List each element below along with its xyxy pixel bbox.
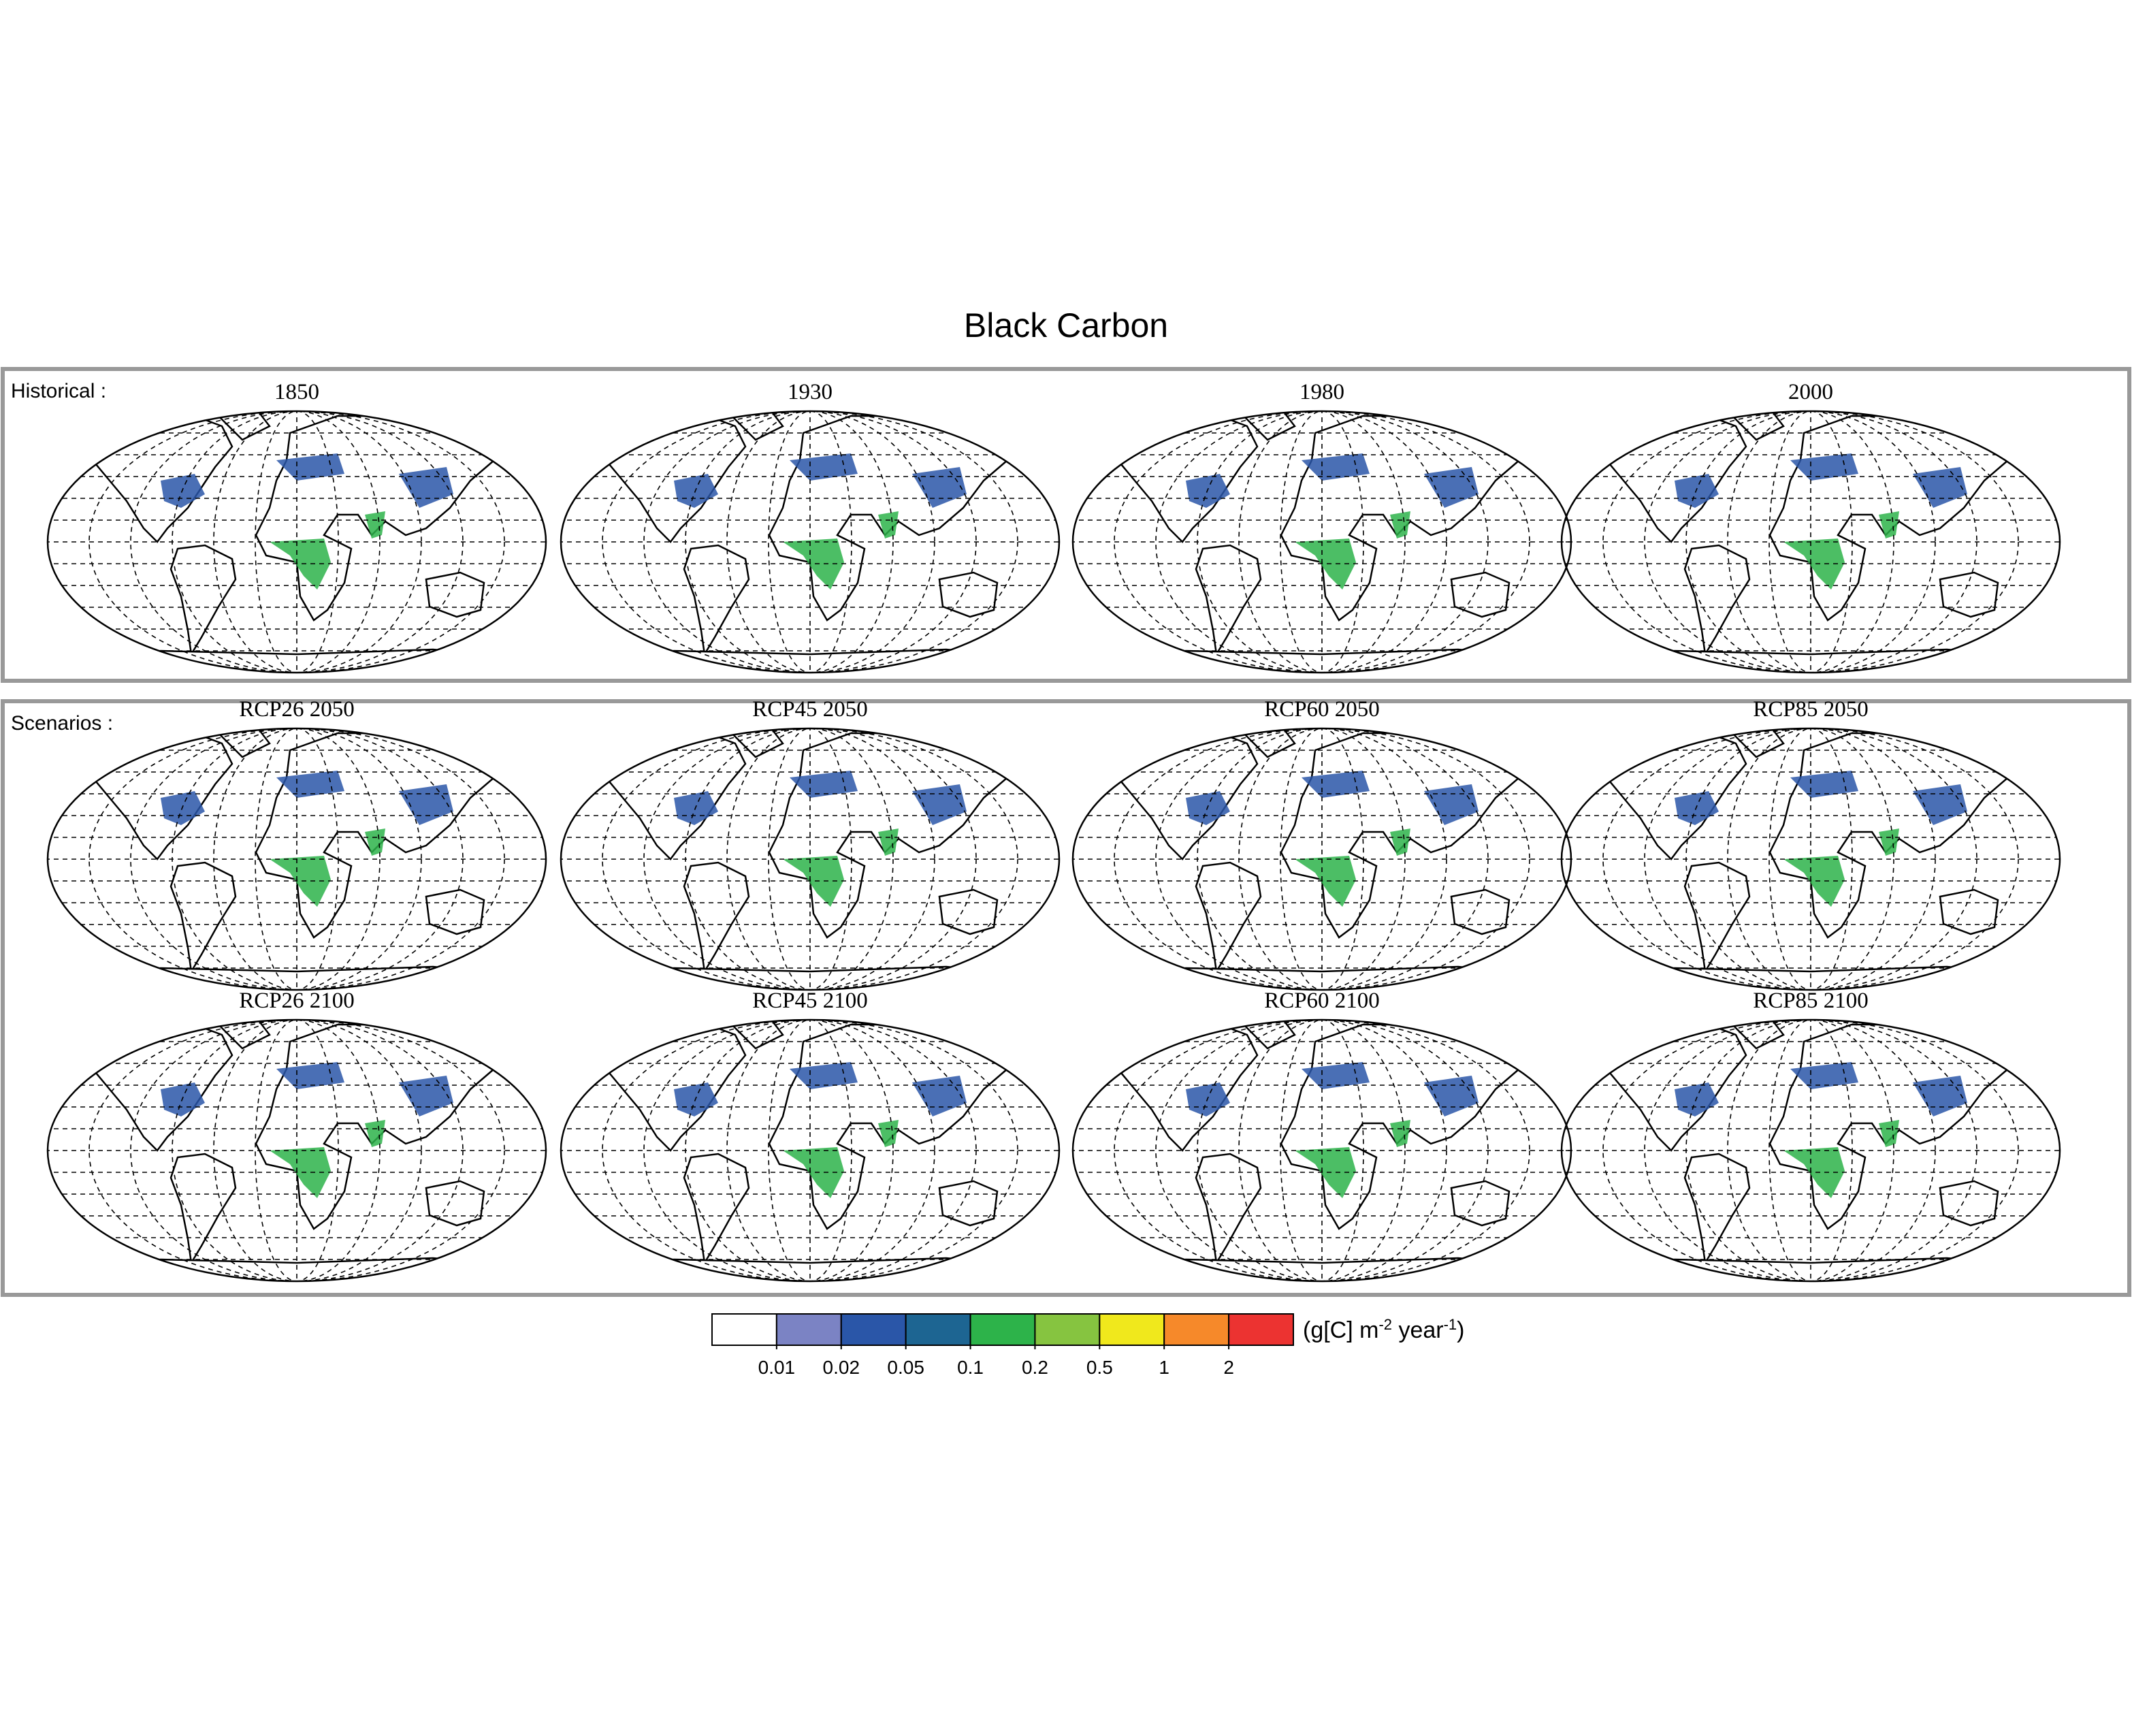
world-map (1070, 726, 1574, 995)
panel-title: 1850 (274, 380, 319, 404)
color-box (1228, 1313, 1294, 1346)
world-map (558, 1017, 1062, 1287)
color-box (1034, 1313, 1101, 1346)
color-box (711, 1313, 777, 1346)
color-box (775, 1313, 842, 1346)
colorbar-tick-label: 1 (1159, 1357, 1169, 1378)
world-map (1559, 408, 2063, 678)
world-map (1559, 1017, 2063, 1287)
group-label: Historical : (11, 380, 106, 402)
panel-title: 2000 (1788, 380, 1833, 404)
group-frame (1, 367, 2131, 683)
unit-superscript: -2 (1378, 1316, 1392, 1333)
world-map (45, 726, 549, 995)
panel-title: RCP26 2100 (239, 988, 355, 1013)
panel-title: 1980 (1299, 380, 1344, 404)
world-map (1070, 408, 1574, 678)
colorbar-tick-label: 0.5 (1086, 1357, 1113, 1378)
world-map (1070, 1017, 1574, 1287)
color-box (1099, 1313, 1165, 1346)
panel-title: RCP45 2050 (752, 697, 868, 722)
unit-superscript: -1 (1444, 1316, 1457, 1333)
unit-text: year (1392, 1317, 1444, 1343)
colorbar-tick-label: 0.1 (957, 1357, 984, 1378)
color-box (905, 1313, 971, 1346)
unit-text: (g[C] m (1303, 1317, 1378, 1343)
panel-title: RCP26 2050 (239, 697, 355, 722)
colorbar-tick-label: 0.02 (823, 1357, 860, 1378)
color-box (1163, 1313, 1230, 1346)
colorbar-tick-label: 2 (1223, 1357, 1234, 1378)
colorbar-tick-label: 0.05 (887, 1357, 924, 1378)
colorbar-tick-label: 0.01 (758, 1357, 796, 1378)
panel-title: RCP60 2050 (1264, 697, 1380, 722)
panel-title: RCP85 2050 (1753, 697, 1869, 722)
colorbar-unit: (g[C] m-2 year-1) (1303, 1316, 1465, 1343)
color-box (840, 1313, 907, 1346)
world-map (558, 726, 1062, 995)
panel-title: 1930 (788, 380, 833, 404)
group-label: Scenarios : (11, 712, 113, 735)
unit-text: ) (1457, 1317, 1464, 1343)
world-map (45, 408, 549, 678)
panel-title: RCP60 2100 (1264, 988, 1380, 1013)
world-map (558, 408, 1062, 678)
group-frame (1, 699, 2131, 1297)
color-box (969, 1313, 1036, 1346)
panel-title: RCP45 2100 (752, 988, 868, 1013)
world-map (45, 1017, 549, 1287)
colorbar-tick-label: 0.2 (1022, 1357, 1048, 1378)
panel-title: RCP85 2100 (1753, 988, 1869, 1013)
world-map (1559, 726, 2063, 995)
figure-title: Black Carbon (964, 306, 1168, 344)
